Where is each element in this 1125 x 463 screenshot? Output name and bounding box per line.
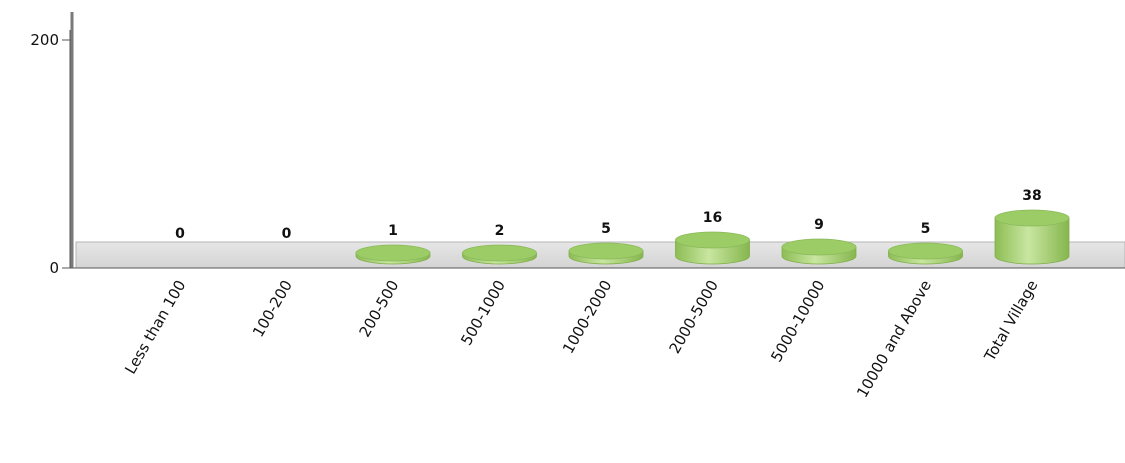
bar-top: [781, 238, 857, 256]
y-tick-label: 200: [30, 31, 59, 49]
bar-top: [994, 209, 1070, 227]
bar-body: [994, 217, 1070, 265]
x-tick-label: Total Village: [980, 277, 1041, 365]
data-label: 5: [921, 221, 931, 237]
x-tick-label: 200-500: [356, 277, 403, 340]
bar: [462, 244, 537, 265]
x-tick-label: 2000-5000: [665, 277, 721, 357]
data-label: 16: [703, 210, 722, 226]
bar: [994, 209, 1070, 265]
bar: [781, 238, 857, 265]
bar-top: [888, 242, 963, 260]
data-label: 1: [388, 223, 398, 239]
bar-top: [462, 244, 537, 262]
data-label: 9: [814, 217, 824, 233]
data-label: 0: [282, 226, 292, 242]
bar: [568, 242, 644, 265]
data-label: 5: [601, 221, 611, 237]
x-tick-label: 10000 and Above: [853, 277, 935, 401]
x-tick-label: Less than 100: [121, 277, 189, 377]
bar: [888, 242, 963, 265]
bar-top: [568, 242, 644, 260]
bar-top: [675, 231, 750, 249]
data-label: 0: [175, 226, 185, 242]
data-label: 2: [495, 223, 505, 239]
bar: [355, 244, 431, 265]
bar-top: [355, 244, 431, 262]
x-tick-label: 5000-10000: [767, 277, 828, 365]
y-tick-label: 0: [49, 259, 59, 277]
x-tick-label: 500-1000: [457, 277, 509, 349]
bar: [675, 231, 750, 265]
x-tick-label: 100-200: [249, 277, 296, 340]
x-tick-label: 1000-2000: [559, 277, 615, 357]
data-label: 38: [1022, 188, 1041, 204]
